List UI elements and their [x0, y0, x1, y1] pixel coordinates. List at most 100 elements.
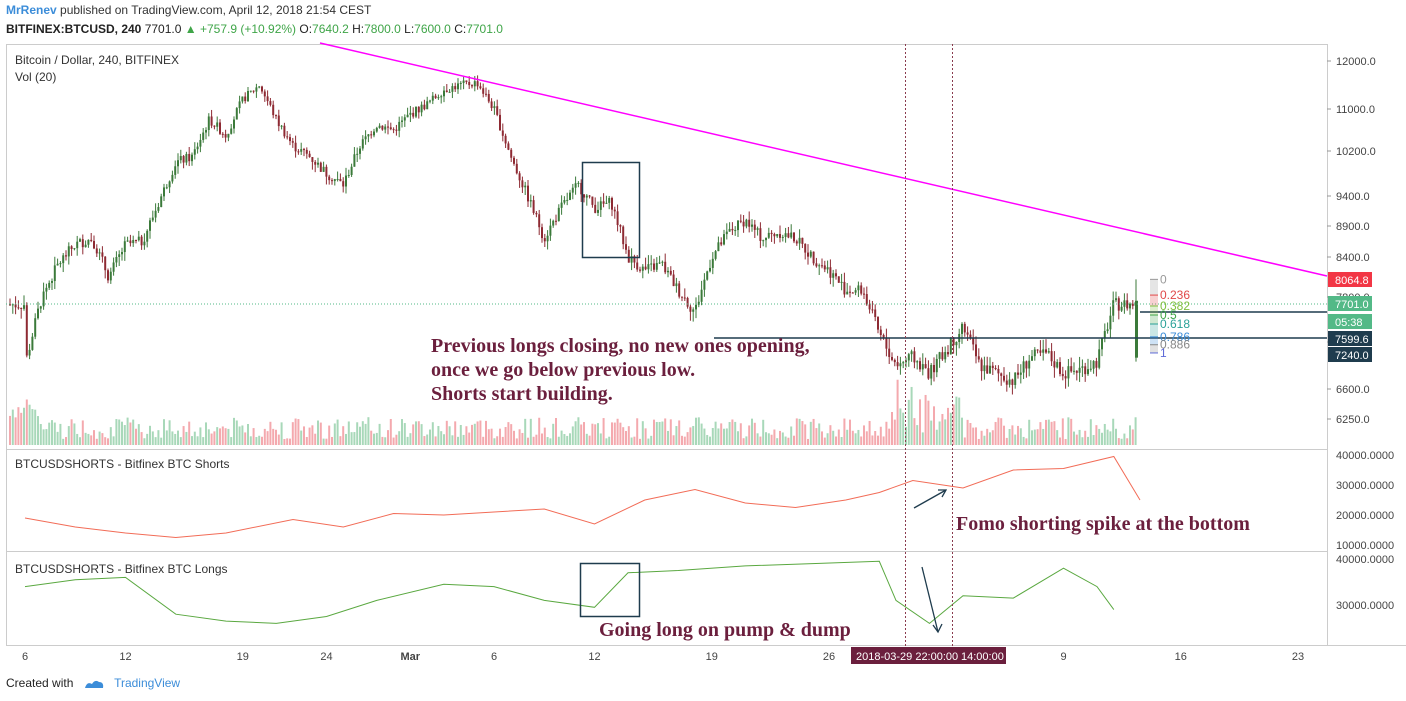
volume-bar: [361, 421, 364, 445]
price-label-bg: [1328, 314, 1372, 329]
volume-bar: [569, 433, 571, 445]
candle-body: [420, 104, 423, 113]
candle-body: [997, 368, 1000, 374]
candle-body: [87, 239, 90, 245]
candle-body: [305, 149, 308, 154]
candle-body: [1126, 300, 1129, 309]
candle-body: [591, 196, 594, 205]
main-pane-frame: [6, 44, 1328, 450]
volume-bar: [319, 422, 322, 445]
volume-bar: [823, 437, 826, 445]
volume-bar: [499, 428, 501, 445]
volume-bar: [289, 438, 291, 445]
volume-bar: [835, 436, 837, 445]
candle-body: [34, 318, 37, 337]
candle-body: [681, 296, 683, 298]
candle-body: [944, 352, 947, 360]
volume-bar: [238, 426, 241, 445]
volume-bar: [322, 438, 325, 445]
candle-body: [468, 81, 471, 86]
candle-body: [1019, 372, 1022, 375]
price-label: 7701.0: [1335, 299, 1369, 311]
price-label-bg: [1328, 296, 1372, 311]
tradingview-link[interactable]: TradingView: [114, 676, 181, 690]
candle-body: [955, 341, 958, 346]
candle-body: [594, 204, 597, 213]
volume-bar: [504, 427, 507, 445]
candle-body: [65, 255, 67, 257]
volume-bar: [933, 406, 935, 445]
annotation-long: Going long on pump & dump: [599, 619, 851, 641]
candle-body: [605, 202, 608, 204]
volume-bar: [311, 425, 314, 445]
candle-body: [384, 126, 387, 130]
candle-body: [479, 86, 482, 89]
volume-bar: [958, 397, 961, 445]
volume-bar: [541, 433, 543, 445]
candle-body: [723, 234, 725, 245]
candle-body: [669, 270, 672, 275]
volume-bar: [877, 435, 879, 445]
candle-body: [504, 135, 507, 144]
candle-body: [781, 236, 784, 238]
candle-body: [907, 354, 910, 361]
volume-bar: [529, 418, 532, 445]
candle-body: [1003, 375, 1005, 381]
volume-bar: [924, 394, 927, 445]
volume-bar: [482, 436, 485, 445]
candle-body: [983, 365, 986, 372]
candle-body: [515, 163, 518, 174]
candle-body: [891, 356, 893, 360]
volume-bar: [1017, 425, 1019, 445]
candle-body: [647, 264, 650, 270]
volume-bar: [711, 428, 714, 445]
candle-body: [720, 242, 723, 245]
candle-body: [910, 351, 913, 355]
volume-bar: [459, 424, 462, 445]
volume-bar: [809, 421, 812, 445]
candle-body: [837, 276, 840, 283]
candle-body: [1028, 360, 1031, 369]
volume-bar: [266, 431, 269, 445]
candle-body: [972, 338, 975, 345]
volume-bar: [305, 436, 308, 445]
volume-bar: [490, 428, 493, 445]
volume-bar: [485, 420, 487, 445]
arrow-shorts: [913, 489, 947, 509]
volume-bar: [1126, 438, 1129, 445]
volume-bar: [182, 426, 185, 445]
close-label: C:: [454, 22, 467, 36]
candle-body: [787, 233, 790, 238]
candle-body: [350, 166, 353, 175]
candle-body: [765, 237, 767, 241]
price-label-bg: [1328, 272, 1372, 287]
volume-bar: [81, 420, 84, 445]
volume-bar: [630, 437, 633, 445]
volume-bar: [179, 437, 182, 445]
volume-bar: [1053, 421, 1056, 445]
author-link[interactable]: MrRenev: [6, 3, 57, 17]
candle-body: [417, 106, 420, 113]
candle-body: [398, 121, 401, 131]
candle-body: [583, 194, 585, 198]
volume-bar: [658, 421, 661, 445]
volume-bar: [991, 430, 994, 445]
candle-body: [11, 304, 14, 306]
candle-body: [1070, 366, 1073, 372]
candle-body: [361, 139, 364, 149]
candle-body: [23, 305, 25, 309]
candle-body: [919, 361, 921, 370]
volume-bar: [532, 436, 535, 445]
volume-bar: [437, 425, 440, 445]
trendline: [319, 42, 1328, 277]
volume-bar: [745, 436, 748, 445]
volume-bar: [1067, 417, 1070, 445]
volume-bar: [734, 421, 737, 445]
candle-body: [921, 364, 924, 370]
volume-bar: [118, 419, 121, 445]
candle-body: [56, 263, 59, 266]
volume-bar: [952, 404, 955, 445]
volume-bar: [762, 419, 765, 445]
volume-bar: [997, 417, 1000, 445]
